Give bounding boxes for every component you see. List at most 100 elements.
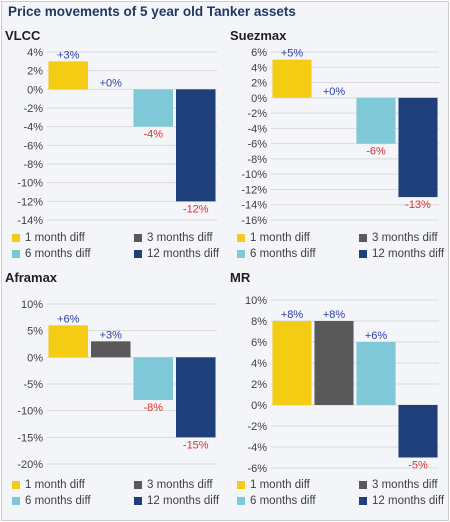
y-tick-label: 0% — [27, 352, 43, 364]
legend-swatch — [359, 234, 367, 242]
legend-swatch — [134, 497, 142, 505]
data-label: -8% — [143, 402, 163, 414]
chart-suezmax: 6% 4% 2% 0% -2% -4% -6% -8% -10% -12% -14% -16% +5% +… — [241, 47, 439, 227]
bar-3-months-diff — [90, 341, 131, 358]
bar-12-months-diff — [175, 357, 216, 438]
chart-aframax: 10% 5% 0% -5% -10% -15% -20% +6% +3% -8% -15% — [17, 299, 217, 471]
y-tick-label: 0% — [27, 84, 43, 96]
legend-swatch — [237, 481, 245, 489]
legend-item: 6 months diff — [237, 248, 316, 260]
y-tick-label: -4% — [247, 442, 267, 454]
legend-item: 6 months diff — [12, 248, 91, 260]
bar-6-months-diff — [133, 357, 174, 400]
data-label: -6% — [366, 146, 386, 158]
legend-swatch — [134, 250, 142, 258]
legend-item: 1 month diff — [237, 479, 310, 491]
data-label: +8% — [323, 309, 346, 321]
y-tick-label: 0% — [251, 400, 267, 412]
y-tick-label: 10% — [21, 299, 43, 311]
y-tick-label: -2% — [23, 103, 43, 115]
y-tick-label: -10% — [17, 406, 43, 418]
panel-title: MR — [230, 270, 251, 285]
data-label: +0% — [100, 77, 123, 89]
legend-item: 12 months diff — [134, 248, 219, 260]
legend: 1 month diff 3 months diff 6 months diff 12… — [12, 479, 222, 509]
panel-title: Suezmax — [230, 28, 287, 43]
legend-item: 6 months diff — [237, 495, 316, 507]
y-tick-label: 6% — [251, 47, 267, 59]
y-tick-label: -6% — [247, 463, 267, 475]
data-label: +0% — [323, 86, 346, 98]
legend-item: 12 months diff — [359, 248, 444, 260]
legend-item: 3 months diff — [359, 479, 438, 491]
bar-6-months-diff — [356, 342, 396, 405]
y-tick-label: -4% — [247, 123, 267, 135]
chart-vlcc: 4% 2% 0% -2% -4% -6% -8% -10% -12% -14% +3% +0% -4% -… — [17, 47, 217, 227]
legend-swatch — [359, 250, 367, 258]
legend-swatch — [134, 481, 142, 489]
legend-item: 1 month diff — [237, 232, 310, 244]
y-tick-label: -12% — [241, 184, 267, 196]
data-label: +5% — [281, 48, 304, 60]
legend-swatch — [359, 481, 367, 489]
y-tick-label: -14% — [17, 215, 43, 227]
data-label: +3% — [57, 49, 80, 61]
legend-label: 1 month diff — [250, 479, 310, 491]
y-tick-label: -2% — [247, 421, 267, 433]
y-tick-label: -10% — [17, 178, 43, 190]
bar-12-months-diff — [398, 97, 438, 198]
y-tick-label: -4% — [23, 122, 43, 134]
data-label: -15% — [183, 439, 209, 451]
legend-swatch — [237, 497, 245, 505]
data-label: +6% — [57, 313, 80, 325]
legend-label: 12 months diff — [147, 248, 220, 260]
data-label: +6% — [365, 330, 388, 342]
legend-label: 1 month diff — [25, 479, 85, 491]
data-label: -5% — [408, 460, 428, 472]
legend-label: 6 months diff — [25, 495, 91, 507]
legend-swatch — [237, 250, 245, 258]
y-tick-label: -10% — [241, 169, 267, 181]
y-tick-label: -6% — [23, 140, 43, 152]
bar-3-months-diff — [314, 321, 354, 405]
panel-title: Aframax — [5, 270, 58, 285]
data-label: -13% — [405, 199, 431, 211]
legend-swatch — [12, 481, 20, 489]
y-tick-label: 4% — [251, 358, 267, 370]
legend-label: 12 months diff — [147, 495, 220, 507]
bar-1-month-diff — [272, 321, 312, 405]
data-label: +3% — [100, 329, 123, 341]
data-label: +8% — [281, 309, 304, 321]
y-tick-label: 5% — [27, 326, 43, 338]
chart-panel-suezmax: Suezmax 6% 4% 2% 0% -2% -4% -6% -8% -10% -12% -14%… — [227, 28, 448, 264]
y-tick-label: -8% — [247, 154, 267, 166]
legend-label: 3 months diff — [147, 232, 213, 244]
y-tick-label: 6% — [251, 337, 267, 349]
legend: 1 month diff 3 months diff 6 months diff 12… — [12, 232, 222, 262]
data-label: -4% — [143, 129, 163, 141]
legend-swatch — [359, 497, 367, 505]
legend-swatch — [237, 234, 245, 242]
legend-label: 12 months diff — [372, 248, 445, 260]
legend: 1 month diff 3 months diff 6 months diff 12… — [237, 232, 447, 262]
bar-12-months-diff — [398, 405, 438, 458]
legend: 1 month diff 3 months diff 6 months diff 12… — [237, 479, 447, 509]
legend-item: 1 month diff — [12, 479, 85, 491]
legend-item: 6 months diff — [12, 495, 91, 507]
y-tick-label: 2% — [251, 78, 267, 90]
bar-12-months-diff — [175, 89, 216, 202]
y-tick-label: -5% — [23, 379, 43, 391]
data-label: -12% — [183, 203, 209, 215]
chart-panel-vlcc: VLCC 4% 2% 0% -2% -4% -6% -8% -10% -12% -14% +3% +0… — [2, 28, 225, 264]
y-tick-label: -15% — [17, 432, 43, 444]
legend-item: 3 months diff — [134, 479, 213, 491]
legend-swatch — [12, 250, 20, 258]
y-tick-label: 4% — [251, 62, 267, 74]
y-tick-label: -14% — [241, 200, 267, 212]
y-tick-label: 0% — [251, 93, 267, 105]
legend-swatch — [12, 497, 20, 505]
legend-swatch — [134, 234, 142, 242]
chart-panel-mr: MR 10% 8% 6% 4% 2% 0% -2% -4% -6% +8% +8% +6% -5% 1 … — [227, 270, 448, 518]
legend-label: 6 months diff — [25, 248, 91, 260]
